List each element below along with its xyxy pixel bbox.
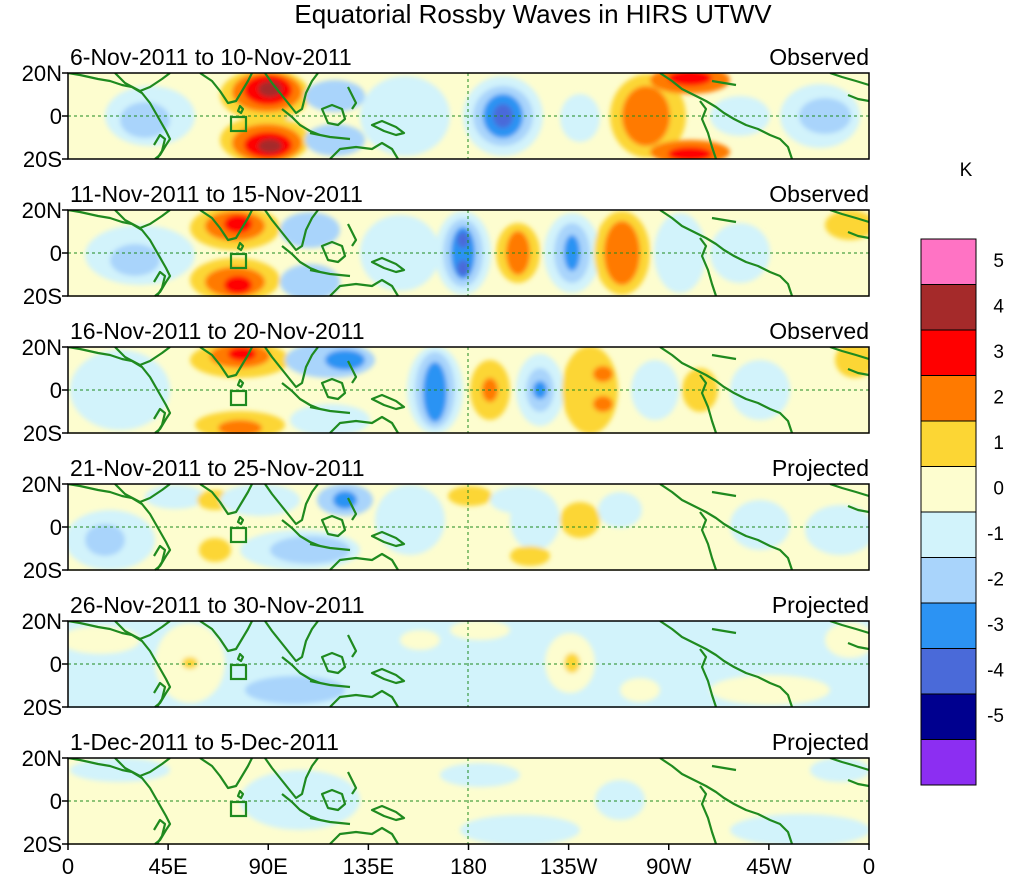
colorbar-swatch xyxy=(920,329,977,376)
region-box xyxy=(229,800,248,818)
y-tick-label: 20S xyxy=(23,147,62,172)
panel-date-range: 21-Nov-2011 to 25-Nov-2011 xyxy=(70,455,365,481)
colorbar: K 5 4 3 2 1 0 -1 -2 -3 -4 -5 xyxy=(920,160,1004,786)
figure-title: Equatorial Rossby Waves in HIRS UTWV xyxy=(294,0,772,29)
colorbar-label: -2 xyxy=(987,569,1004,590)
x-tick-label: 135E xyxy=(343,854,394,879)
colorbar-swatch xyxy=(920,238,977,285)
colorbar-swatch xyxy=(920,602,977,649)
region-box xyxy=(229,663,248,681)
y-tick-label: 20N xyxy=(22,472,62,497)
colorbar-label: 0 xyxy=(993,478,1004,499)
colorbar-label: 1 xyxy=(993,433,1004,454)
y-tick-label: 0 xyxy=(50,241,62,266)
panel: 11-Nov-2011 to 15-Nov-2011 Observed xyxy=(68,181,869,297)
panel: 16-Nov-2011 to 20-Nov-2011 Observed xyxy=(68,318,869,434)
y-tick-label: 0 xyxy=(50,515,62,540)
colorbar-label: 2 xyxy=(993,387,1004,408)
colorbar-swatch xyxy=(920,466,977,513)
x-tick-label: 45W xyxy=(746,854,791,879)
colorbar-swatch xyxy=(920,557,977,604)
y-tick-label: 20N xyxy=(22,746,62,771)
colorbar-swatch xyxy=(920,511,977,558)
colorbar-swatch xyxy=(920,693,977,740)
panel-status: Observed xyxy=(769,44,869,70)
panel: 26-Nov-2011 to 30-Nov-2011 Projected xyxy=(68,592,869,708)
colorbar-unit: K xyxy=(960,160,973,181)
colorbar-label: 5 xyxy=(993,251,1004,272)
colorbar-swatch xyxy=(920,420,977,467)
y-tick-label: 0 xyxy=(50,652,62,677)
y-tick-label: 20S xyxy=(23,284,62,309)
colorbar-label: 3 xyxy=(993,342,1004,363)
x-tick-label: 180 xyxy=(450,854,487,879)
panel-status: Projected xyxy=(772,455,869,481)
y-tick-label: 20N xyxy=(22,335,62,360)
y-tick-label: 0 xyxy=(50,378,62,403)
region-box xyxy=(229,115,248,133)
panel-date-range: 26-Nov-2011 to 30-Nov-2011 xyxy=(70,592,365,618)
y-tick-label: 20S xyxy=(23,558,62,583)
panel-status: Projected xyxy=(772,592,869,618)
panel-status: Observed xyxy=(769,181,869,207)
panel-date-range: 11-Nov-2011 to 15-Nov-2011 xyxy=(70,181,363,207)
x-tick-label: 90E xyxy=(249,854,288,879)
x-tick-label: 0 xyxy=(863,854,875,879)
panel: 21-Nov-2011 to 25-Nov-2011 Projected xyxy=(68,455,869,571)
colorbar-label: 4 xyxy=(993,296,1004,317)
y-tick-label: 20N xyxy=(22,198,62,223)
colorbar-label: -3 xyxy=(987,615,1004,636)
y-tick-label: 0 xyxy=(50,104,62,129)
coastline-outline xyxy=(68,73,869,159)
x-tick-label: 0 xyxy=(62,854,74,879)
colorbar-swatch xyxy=(920,648,977,695)
panel-date-range: 1-Dec-2011 to 5-Dec-2011 xyxy=(70,729,339,755)
y-tick-label: 20S xyxy=(23,695,62,720)
x-tick-label: 90W xyxy=(646,854,691,879)
colorbar-label: -1 xyxy=(987,524,1004,545)
y-tick-label: 20N xyxy=(22,609,62,634)
coastline-outline xyxy=(68,758,869,845)
y-tick-label: 20S xyxy=(23,832,62,857)
panel-status: Projected xyxy=(772,729,869,755)
x-tick-label: 135W xyxy=(540,854,598,879)
panel-date-range: 16-Nov-2011 to 20-Nov-2011 xyxy=(70,318,365,344)
region-box xyxy=(229,389,248,407)
region-box xyxy=(229,526,248,544)
anomaly-field xyxy=(68,210,869,297)
region-box xyxy=(229,252,248,270)
coastline-outline xyxy=(68,347,869,434)
colorbar-label: -4 xyxy=(987,660,1004,681)
y-tick-label: 20S xyxy=(23,421,62,446)
x-tick-label: 45E xyxy=(149,854,188,879)
colorbar-swatch xyxy=(920,739,977,786)
colorbar-swatch xyxy=(920,375,977,422)
anomaly-field xyxy=(68,758,869,845)
y-tick-label: 0 xyxy=(50,789,62,814)
panel-date-range: 6-Nov-2011 to 10-Nov-2011 xyxy=(70,44,352,70)
y-tick-label: 20N xyxy=(22,61,62,86)
panel: 1-Dec-2011 to 5-Dec-2011 Projected xyxy=(68,729,869,845)
colorbar-swatch xyxy=(920,284,977,331)
panel-status: Observed xyxy=(769,318,869,344)
colorbar-label: -5 xyxy=(987,706,1004,727)
coastline-outline xyxy=(68,484,869,571)
